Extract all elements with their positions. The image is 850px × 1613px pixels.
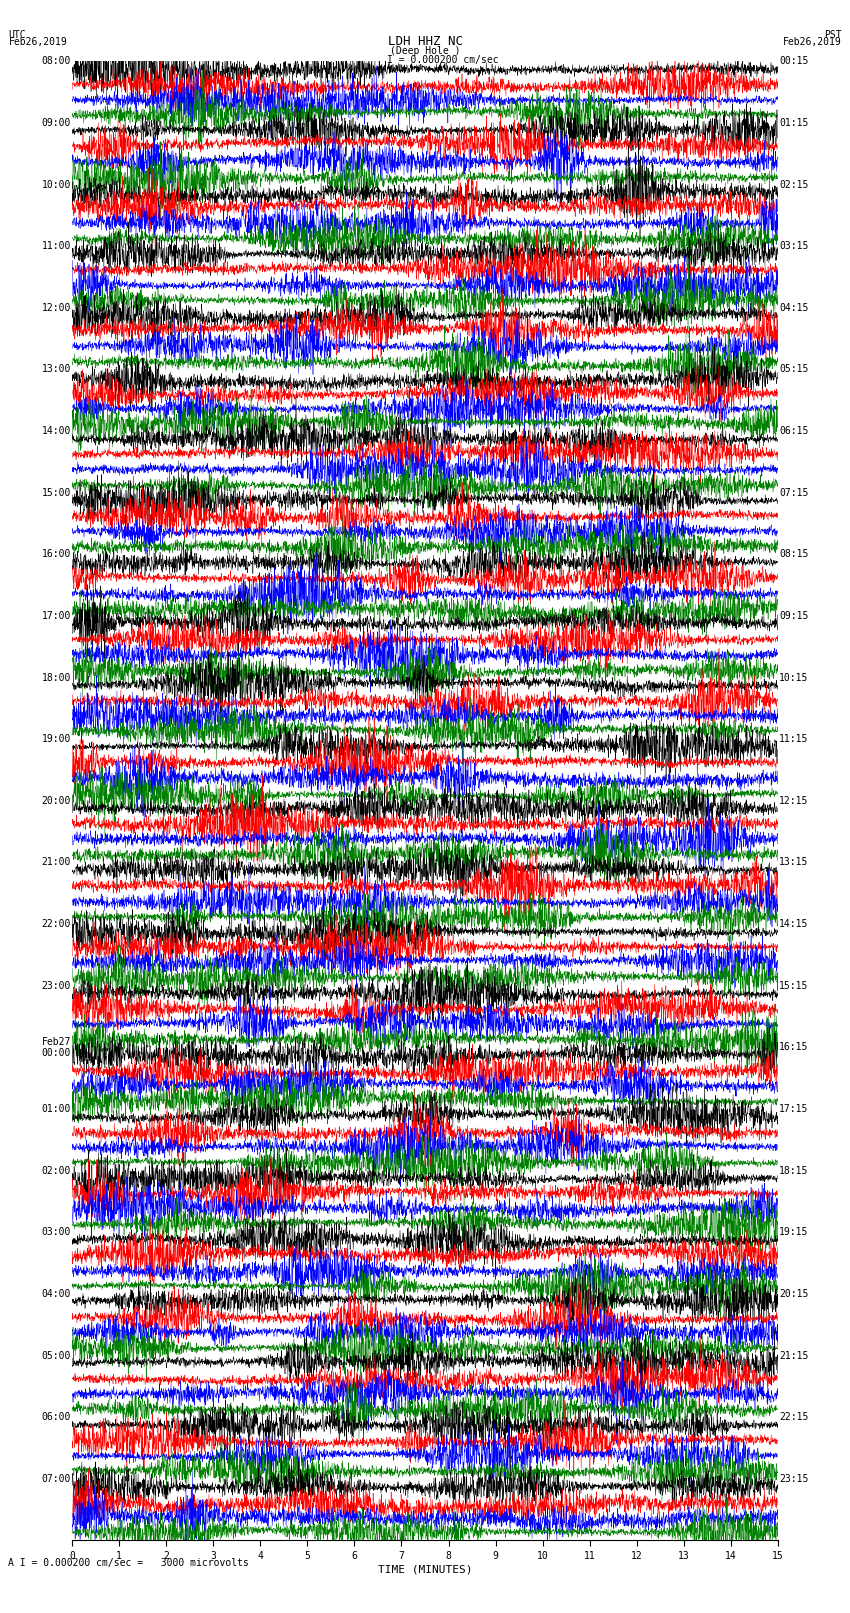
Text: 01:00: 01:00 <box>42 1103 71 1115</box>
Text: 05:15: 05:15 <box>779 365 808 374</box>
Text: 10:00: 10:00 <box>42 179 71 190</box>
Text: 00:15: 00:15 <box>779 56 808 66</box>
Text: 04:15: 04:15 <box>779 303 808 313</box>
Text: 02:15: 02:15 <box>779 179 808 190</box>
Text: 17:00: 17:00 <box>42 611 71 621</box>
Text: 18:15: 18:15 <box>779 1166 808 1176</box>
Text: 22:00: 22:00 <box>42 919 71 929</box>
Text: 16:15: 16:15 <box>779 1042 808 1052</box>
Text: 08:15: 08:15 <box>779 550 808 560</box>
Text: 06:00: 06:00 <box>42 1411 71 1423</box>
Text: 01:15: 01:15 <box>779 118 808 127</box>
Text: A I = 0.000200 cm/sec =   3000 microvolts: A I = 0.000200 cm/sec = 3000 microvolts <box>8 1558 249 1568</box>
Text: Feb26,2019: Feb26,2019 <box>783 37 842 47</box>
Text: 08:00: 08:00 <box>42 56 71 66</box>
Text: 07:15: 07:15 <box>779 487 808 498</box>
Text: 13:15: 13:15 <box>779 858 808 868</box>
Text: 19:15: 19:15 <box>779 1227 808 1237</box>
Text: 21:15: 21:15 <box>779 1350 808 1360</box>
Text: 20:15: 20:15 <box>779 1289 808 1298</box>
Text: LDH HHZ NC: LDH HHZ NC <box>388 34 462 47</box>
Text: UTC: UTC <box>8 29 26 39</box>
Text: 07:00: 07:00 <box>42 1474 71 1484</box>
Text: I = 0.000200 cm/sec: I = 0.000200 cm/sec <box>387 55 498 65</box>
Text: Feb27
00:00: Feb27 00:00 <box>42 1037 71 1058</box>
Text: 17:15: 17:15 <box>779 1103 808 1115</box>
Text: 18:00: 18:00 <box>42 673 71 682</box>
Text: 06:15: 06:15 <box>779 426 808 436</box>
Text: 16:00: 16:00 <box>42 550 71 560</box>
Text: 04:00: 04:00 <box>42 1289 71 1298</box>
Text: 23:00: 23:00 <box>42 981 71 990</box>
Text: 12:15: 12:15 <box>779 795 808 806</box>
Text: 13:00: 13:00 <box>42 365 71 374</box>
Text: Feb26,2019: Feb26,2019 <box>8 37 67 47</box>
Text: 23:15: 23:15 <box>779 1474 808 1484</box>
Text: 22:15: 22:15 <box>779 1411 808 1423</box>
Text: PST: PST <box>824 29 842 39</box>
Text: 11:15: 11:15 <box>779 734 808 744</box>
Text: 11:00: 11:00 <box>42 242 71 252</box>
Text: 03:00: 03:00 <box>42 1227 71 1237</box>
Text: 21:00: 21:00 <box>42 858 71 868</box>
Text: 19:00: 19:00 <box>42 734 71 744</box>
Text: 12:00: 12:00 <box>42 303 71 313</box>
Text: 02:00: 02:00 <box>42 1166 71 1176</box>
Text: 15:15: 15:15 <box>779 981 808 990</box>
X-axis label: TIME (MINUTES): TIME (MINUTES) <box>377 1565 473 1574</box>
Text: 15:00: 15:00 <box>42 487 71 498</box>
Text: 20:00: 20:00 <box>42 795 71 806</box>
Text: 10:15: 10:15 <box>779 673 808 682</box>
Text: 14:15: 14:15 <box>779 919 808 929</box>
Text: 09:15: 09:15 <box>779 611 808 621</box>
Text: 03:15: 03:15 <box>779 242 808 252</box>
Text: 09:00: 09:00 <box>42 118 71 127</box>
Text: 14:00: 14:00 <box>42 426 71 436</box>
Text: 05:00: 05:00 <box>42 1350 71 1360</box>
Text: (Deep Hole ): (Deep Hole ) <box>390 47 460 56</box>
